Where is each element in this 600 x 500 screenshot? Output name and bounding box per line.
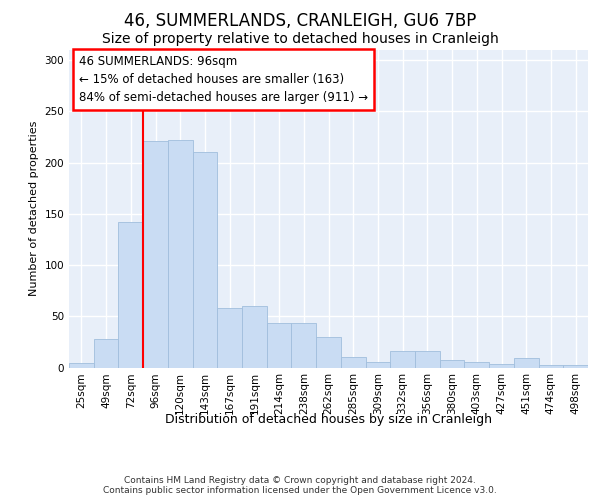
Bar: [193, 152, 217, 368]
Bar: [69, 364, 94, 368]
Text: Contains public sector information licensed under the Open Government Licence v3: Contains public sector information licen…: [103, 486, 497, 495]
Text: 46 SUMMERLANDS: 96sqm
← 15% of detached houses are smaller (163)
84% of semi-det: 46 SUMMERLANDS: 96sqm ← 15% of detached …: [79, 55, 368, 104]
Bar: [440, 360, 464, 368]
Text: Distribution of detached houses by size in Cranleigh: Distribution of detached houses by size …: [166, 412, 493, 426]
Bar: [341, 358, 365, 368]
Text: 46, SUMMERLANDS, CRANLEIGH, GU6 7BP: 46, SUMMERLANDS, CRANLEIGH, GU6 7BP: [124, 12, 476, 30]
Bar: [118, 222, 143, 368]
Bar: [563, 366, 588, 368]
Bar: [242, 306, 267, 368]
Text: Size of property relative to detached houses in Cranleigh: Size of property relative to detached ho…: [101, 32, 499, 46]
Bar: [514, 358, 539, 368]
Bar: [143, 141, 168, 368]
Bar: [539, 366, 563, 368]
Bar: [94, 339, 118, 368]
Bar: [415, 351, 440, 368]
Bar: [489, 364, 514, 368]
Bar: [464, 362, 489, 368]
Bar: [316, 337, 341, 368]
Bar: [217, 308, 242, 368]
Bar: [365, 362, 390, 368]
Bar: [390, 351, 415, 368]
Bar: [292, 324, 316, 368]
Bar: [267, 324, 292, 368]
Text: Contains HM Land Registry data © Crown copyright and database right 2024.: Contains HM Land Registry data © Crown c…: [124, 476, 476, 485]
Y-axis label: Number of detached properties: Number of detached properties: [29, 121, 39, 296]
Bar: [168, 140, 193, 368]
